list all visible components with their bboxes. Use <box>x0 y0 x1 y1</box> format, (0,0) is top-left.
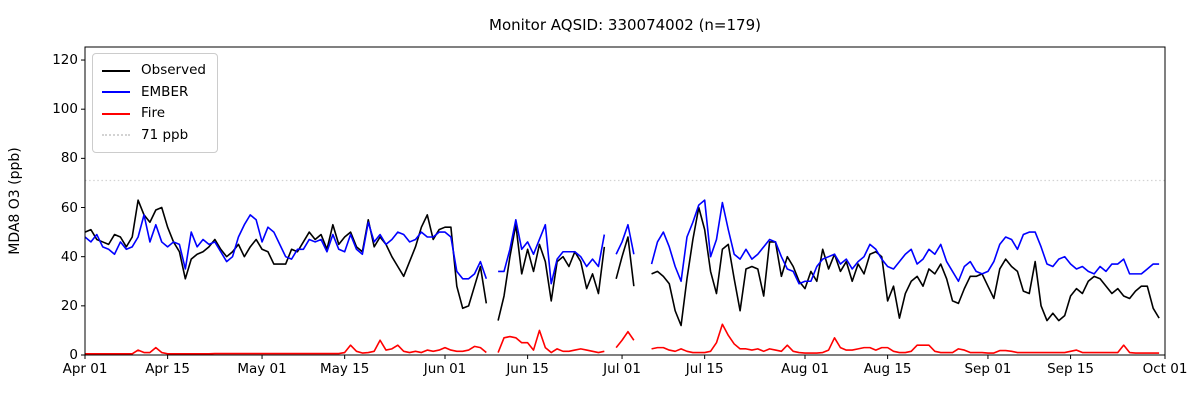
ember-line <box>84 199 1160 285</box>
y-tick-label: 20 <box>60 297 78 314</box>
y-tick-label: 80 <box>60 150 78 167</box>
legend-line-sample-icon <box>102 112 130 115</box>
legend-label: Observed <box>141 62 206 78</box>
y-tick-label: 100 <box>52 101 78 118</box>
y-axis-label: MDA8 O3 (ppb) <box>7 147 23 255</box>
x-tick-label: Jun 15 <box>506 361 549 377</box>
x-tick-label: Oct 01 <box>1142 361 1188 377</box>
legend-item: Observed <box>102 60 206 82</box>
x-tick-label: May 01 <box>237 361 287 377</box>
legend-line-sample-icon <box>102 69 130 72</box>
legend-item: Fire <box>102 103 206 125</box>
y-tick-label: 0 <box>69 347 78 363</box>
x-tick-label: Jul 15 <box>685 361 724 377</box>
x-tick-label: Aug 15 <box>863 361 912 377</box>
legend-line-sample-icon <box>102 134 130 137</box>
observed-line <box>84 199 1160 327</box>
chart-title: Monitor AQSID: 330074002 (n=179) <box>489 16 761 34</box>
legend: Observed EMBER Fire 71 ppb <box>92 53 218 153</box>
x-tick-label: Jun 01 <box>423 361 467 377</box>
legend-label: 71 ppb <box>141 126 189 143</box>
x-tick-label: Apr 01 <box>62 361 108 377</box>
x-tick-label: Sep 01 <box>964 361 1012 377</box>
legend-item: EMBER <box>102 82 206 104</box>
y-tick-label: 40 <box>60 248 78 265</box>
y-tick-label: 120 <box>52 52 78 69</box>
x-tick-label: Aug 01 <box>781 361 829 377</box>
x-tick-label: Apr 15 <box>145 361 191 377</box>
x-tick-label: Sep 15 <box>1047 361 1095 377</box>
x-tick-label: May 15 <box>319 361 370 377</box>
y-tick-label: 60 <box>60 199 78 216</box>
x-tick-label: Jul 01 <box>603 361 641 377</box>
legend-label: EMBER <box>141 83 189 100</box>
legend-line-sample-icon <box>102 91 130 94</box>
fire-line <box>85 323 1160 355</box>
plot-background <box>85 47 1165 355</box>
legend-item: 71 ppb <box>102 125 206 147</box>
axes-spines <box>84 46 1166 356</box>
legend-label: Fire <box>141 105 166 121</box>
